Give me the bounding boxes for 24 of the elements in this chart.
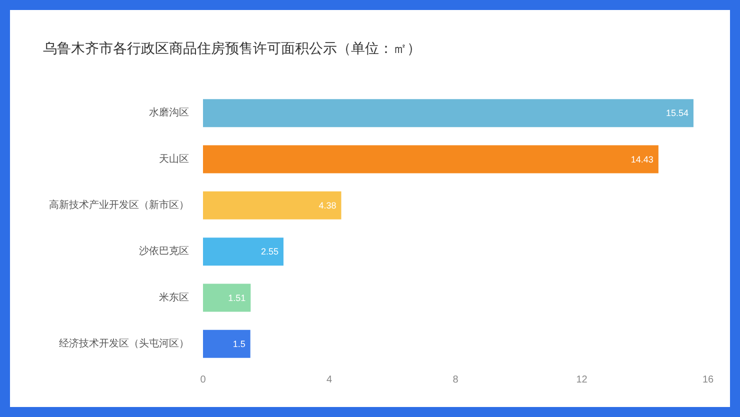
- data-label: 14.43: [630, 154, 654, 164]
- bar: [203, 145, 658, 174]
- y-tick-label: 天山区: [159, 152, 189, 165]
- y-tick-label: 米东区: [159, 291, 189, 304]
- x-tick-label: 8: [452, 374, 459, 386]
- bar: [203, 99, 694, 128]
- bar: [203, 191, 342, 220]
- bar: [203, 238, 284, 266]
- chart-title: 乌鲁木齐市各行政区商品住房预售许可面积公示（单位：㎡）: [43, 40, 421, 56]
- x-tick-label: 0: [200, 374, 206, 386]
- data-label: 4.38: [318, 200, 336, 210]
- data-label: 2.55: [260, 246, 278, 257]
- bar: [203, 284, 251, 312]
- x-tick-label: 4: [326, 374, 332, 386]
- data-label: 1.51: [228, 292, 246, 303]
- data-label: 1.5: [232, 338, 246, 349]
- bar: [203, 330, 250, 358]
- y-tick-label: 高新技术产业开发区（新市区）: [49, 198, 189, 211]
- y-tick-label: 沙依巴克区: [139, 245, 189, 258]
- data-label: 15.54: [666, 108, 688, 118]
- x-tick-label: 12: [576, 374, 588, 386]
- y-tick-label: 水磨沟区: [149, 106, 189, 119]
- y-tick-label: 经济技术开发区（头屯河区）: [59, 337, 189, 350]
- x-tick-label: 16: [702, 374, 714, 386]
